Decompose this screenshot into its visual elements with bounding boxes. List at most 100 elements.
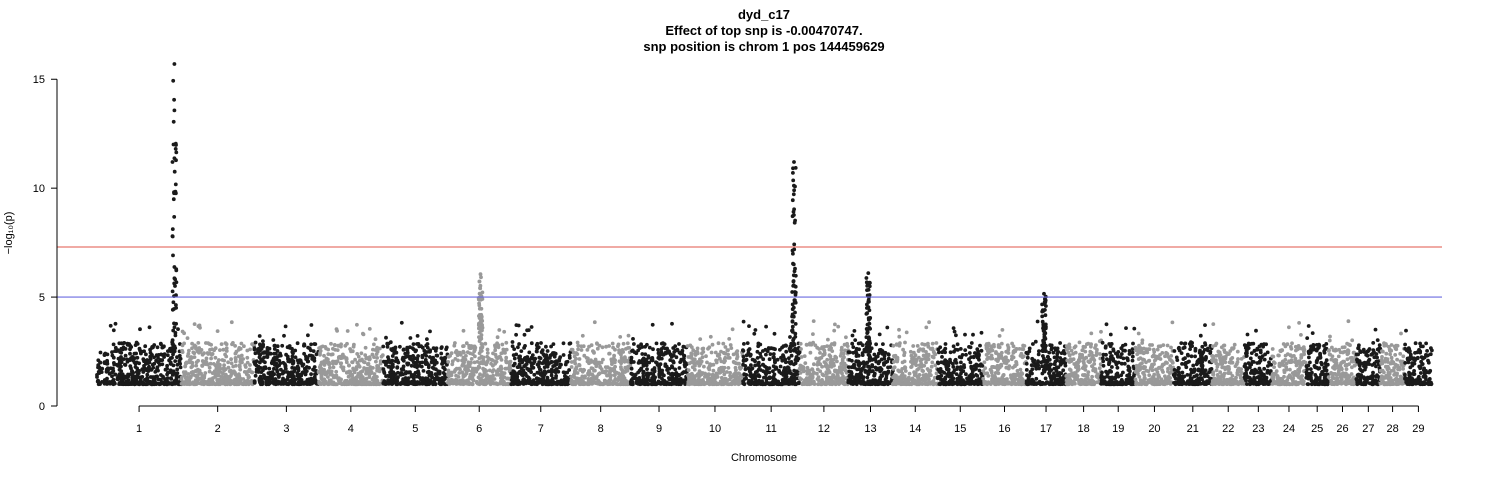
snp-point [938,345,943,350]
snp-point [650,322,655,327]
snp-point [142,358,147,363]
snp-point [665,368,669,372]
snp-point [367,327,372,331]
snp-point [464,341,469,346]
chromosome-10-points [685,327,745,387]
snp-point [879,367,884,372]
snp-point [356,380,361,385]
snp-point [190,346,194,351]
snp-point [715,375,720,379]
snp-point [914,363,919,368]
snp-point [173,359,178,363]
snp-point [411,342,416,346]
snp-point [856,353,861,358]
snp-point [644,373,649,377]
snp-point [755,356,760,360]
snp-point [475,381,480,386]
snp-point [979,348,984,353]
snp-point [717,371,722,375]
snp-point [392,372,397,377]
snp-point [335,359,340,364]
snp-point [170,227,175,232]
snp-point [661,373,665,377]
snp-point [253,373,258,378]
snp-point [505,376,510,381]
snp-point [157,362,162,367]
snp-point [173,147,178,151]
snp-point [811,332,815,336]
snp-point [900,360,905,365]
snp-point [728,376,733,380]
snp-point [669,352,673,357]
snp-point [470,352,475,356]
snp-point [682,362,687,367]
snp-point [392,351,397,356]
snp-point [375,356,379,360]
snp-point [218,348,222,352]
snp-point [478,372,482,377]
snp-point [258,360,262,365]
snp-point [849,376,854,381]
snp-point [652,379,657,383]
chart-title: dyd_c17 [738,7,790,22]
snp-point [503,351,507,355]
snp-point [173,330,178,335]
snp-point [452,379,457,383]
snp-point [176,327,180,331]
snp-point [834,355,839,360]
snp-point [714,358,719,363]
snp-point [716,341,721,346]
snp-point [105,368,110,373]
snp-point [230,342,234,347]
snp-point [143,344,148,349]
snp-point [843,368,848,373]
snp-point [978,343,982,348]
snp-point [322,353,326,358]
snp-point [872,352,877,357]
snp-point [595,341,599,346]
snp-point [716,382,720,386]
snp-point [366,362,370,367]
snp-point [521,382,526,386]
snp-point [172,215,177,219]
snp-point [741,380,746,385]
snp-point [198,350,203,354]
snp-point [108,366,113,371]
snp-point [340,382,345,386]
snp-point [804,342,809,347]
snp-point [736,382,741,387]
snp-point [477,356,482,361]
snp-point [821,353,825,358]
snp-point [698,357,702,362]
snp-point [459,380,464,385]
snp-point [702,364,706,369]
snp-point [839,351,844,356]
snp-point [398,344,402,349]
snp-point [304,354,308,359]
snp-point [339,344,343,349]
snp-point [421,369,426,373]
snp-point [679,381,684,385]
snp-point [509,378,514,382]
snp-point [99,370,104,374]
snp-point [233,372,238,377]
snp-point [185,336,190,340]
snp-point [522,332,527,337]
snp-point [411,382,416,386]
snp-point [118,365,123,369]
snp-point [267,366,272,371]
snp-point [926,352,931,357]
snp-point [809,342,814,347]
snp-point [401,364,406,369]
snp-point [175,367,180,372]
snp-point [159,373,163,377]
snp-point [500,342,505,347]
snp-point [561,341,566,346]
snp-point [527,350,532,355]
snp-point [157,382,162,387]
snp-point [603,365,608,369]
snp-point [347,363,351,368]
snp-point [885,325,890,330]
snp-point [271,377,276,382]
snp-point [151,375,156,380]
